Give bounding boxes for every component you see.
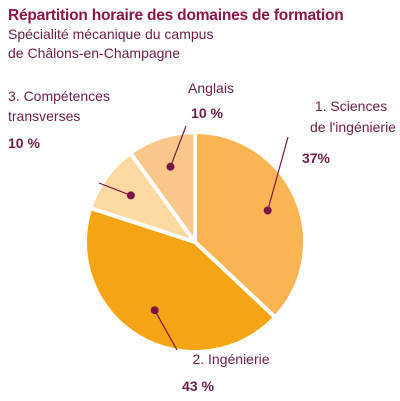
slice-label-anglais: Anglais — [188, 80, 234, 96]
pie-slice-ingenierie — [82, 206, 278, 354]
leader-lines — [98, 125, 289, 351]
slice-marker-competences — [126, 191, 135, 200]
slice-value-sciences: 37% — [302, 150, 331, 166]
chart-subtitle-line2: de Châlons-en-Champagne — [8, 45, 180, 61]
leader-line-ingenierie — [154, 309, 178, 351]
slice-marker-sciences — [263, 206, 272, 215]
chart-header: Répartition horaire des domaines de form… — [8, 6, 396, 63]
slice-label-competences-line1: 3. Compétences — [8, 88, 110, 104]
slice-label-ingenierie: 2. Ingénierie — [192, 351, 269, 367]
slice-label-competences: 3. Compétences transverses — [8, 88, 114, 124]
slice-marker-ingenierie — [150, 306, 159, 315]
slice-label-sciences-line2: de l'ingénierie — [310, 119, 396, 135]
slice-label-competences-line2: transverses — [8, 108, 80, 124]
slice-labels: 1. Sciences de l'ingénierie 37% 2. Ingén… — [8, 80, 396, 394]
chart-title: Répartition horaire des domaines de form… — [8, 7, 344, 24]
slice-value-ingenierie: 43 % — [182, 378, 214, 394]
leader-line-sciences — [267, 136, 289, 211]
slice-label-sciences: 1. Sciences de l'ingénierie — [310, 98, 396, 135]
slice-value-competences: 10 % — [8, 135, 40, 151]
leader-line-competences — [98, 182, 132, 196]
slice-label-sciences-line1: 1. Sciences — [315, 98, 387, 114]
chart-subtitle-line1: Spécialité mécanique du campus — [8, 26, 214, 42]
slice-marker-anglais — [166, 162, 175, 171]
slice-value-anglais: 10 % — [191, 105, 223, 121]
pie-slices — [82, 130, 307, 354]
leader-line-anglais — [169, 125, 187, 167]
pie-slice-anglais — [128, 130, 197, 244]
pie-slice-sciences — [193, 130, 307, 320]
